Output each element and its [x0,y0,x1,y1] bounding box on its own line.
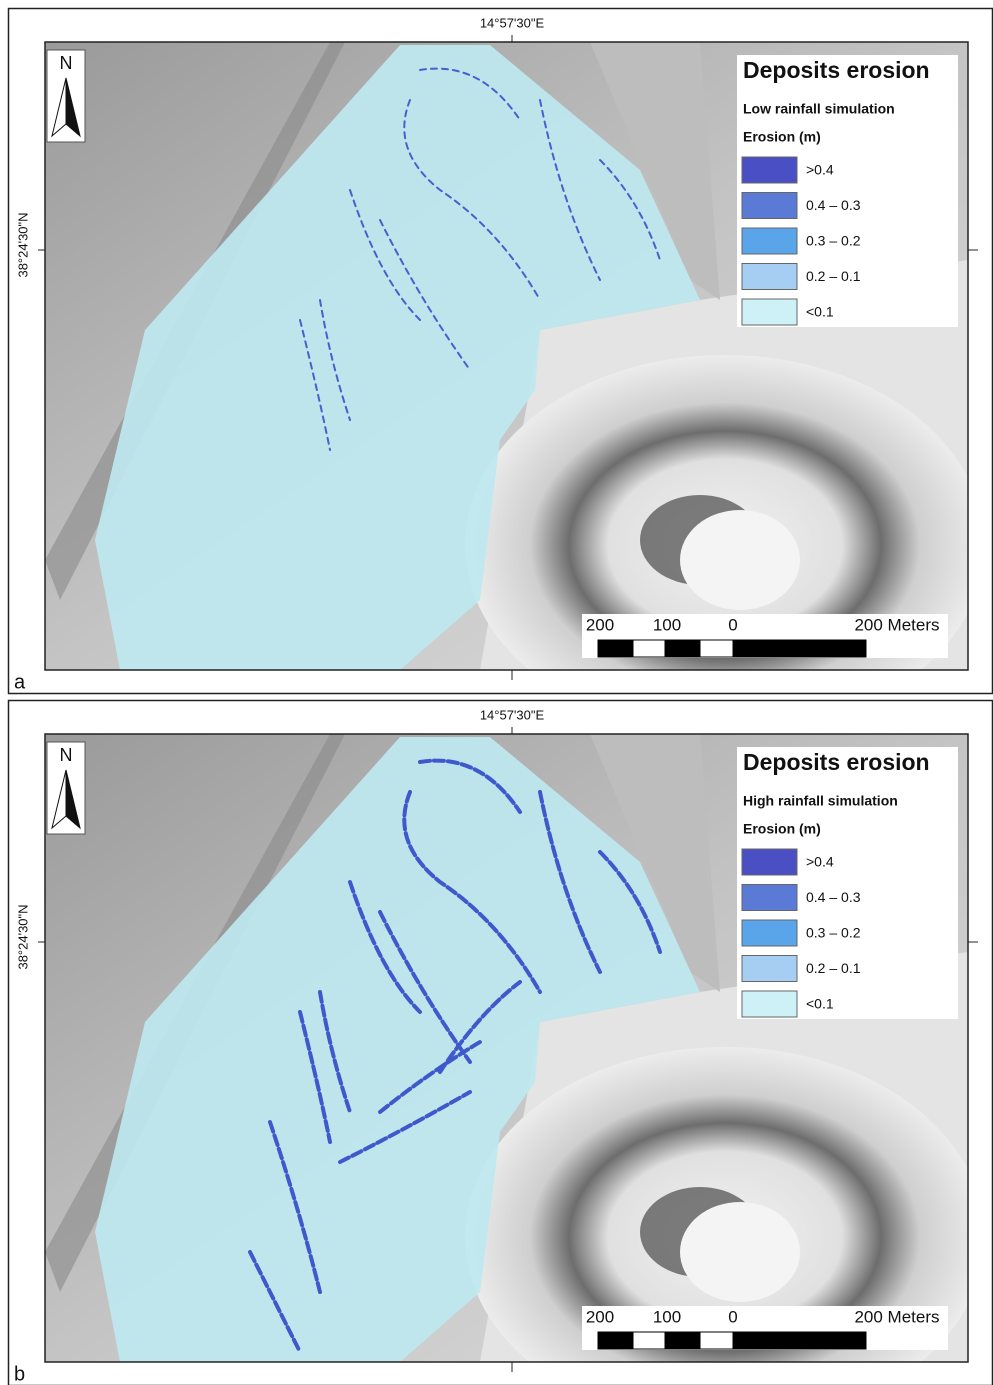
panel-label: b [14,1363,25,1385]
scale-label: 100 [653,615,681,634]
legend-heading: Erosion (m) [743,821,821,837]
figure: 14°57'30"E 38°24'30"N a N Deposits erosion Lo… [0,0,993,1385]
scale-segment [598,640,633,657]
left-coordinate: 38°24'30"N [15,904,30,969]
top-coordinate: 14°57'30"E [480,15,545,30]
scale-segment [665,1332,700,1349]
scale-segment [665,640,700,657]
legend-heading: Erosion (m) [743,129,821,145]
scale-label: 200 [586,1307,614,1326]
legend-label: <0.1 [806,304,834,320]
map-panel: 14°57'30"E 38°24'30"N a N Deposits erosion Lo… [9,9,993,736]
scale-segment [633,640,665,657]
crater-floor [680,510,800,610]
map-panel: 14°57'30"E 38°24'30"N b N Deposits erosion Hi… [9,701,993,1385]
scale-label: 0 [728,1307,737,1326]
legend-subtitle: High rainfall simulation [743,793,898,809]
legend-subtitle: Low rainfall simulation [743,101,895,117]
legend-swatch [742,885,797,911]
panel-label: a [14,671,26,693]
legend-label: <0.1 [806,996,834,1012]
legend-label: 0.2 – 0.1 [806,268,861,284]
legend-label: 0.2 – 0.1 [806,960,861,976]
legend-swatch [742,849,797,875]
legend-label: 0.3 – 0.2 [806,233,861,249]
legend-swatch [742,157,797,183]
scale-label: 100 [653,1307,681,1326]
scale-segment [733,1332,866,1349]
legend-label: 0.4 – 0.3 [806,197,861,213]
scale-segment [700,1332,733,1349]
scale-label: 200 [586,615,614,634]
scale-segment [633,1332,665,1349]
legend-label: >0.4 [806,854,834,870]
scale-segment [700,640,733,657]
legend-label: 0.3 – 0.2 [806,925,861,941]
legend-swatch [742,991,797,1017]
scale-label: 200 Meters [854,615,939,634]
top-coordinate: 14°57'30"E [480,707,545,722]
legend-label: >0.4 [806,162,834,178]
north-label: N [60,745,73,765]
legend-swatch [742,193,797,219]
scale-label: 200 Meters [854,1307,939,1326]
legend-title: Deposits erosion [743,749,930,775]
left-coordinate: 38°24'30"N [15,212,30,277]
north-label: N [60,53,73,73]
scale-segment [733,640,866,657]
legend-swatch [742,228,797,254]
legend-label: 0.4 – 0.3 [806,889,861,905]
scale-label: 0 [728,615,737,634]
crater-floor [680,1202,800,1302]
legend-swatch [742,920,797,946]
legend-title: Deposits erosion [743,57,930,83]
legend-swatch [742,956,797,982]
legend-swatch [742,299,797,325]
scale-segment [598,1332,633,1349]
page: {"panels": [ {"label": "a", "top_coordin… [0,0,993,1385]
legend-swatch [742,264,797,290]
